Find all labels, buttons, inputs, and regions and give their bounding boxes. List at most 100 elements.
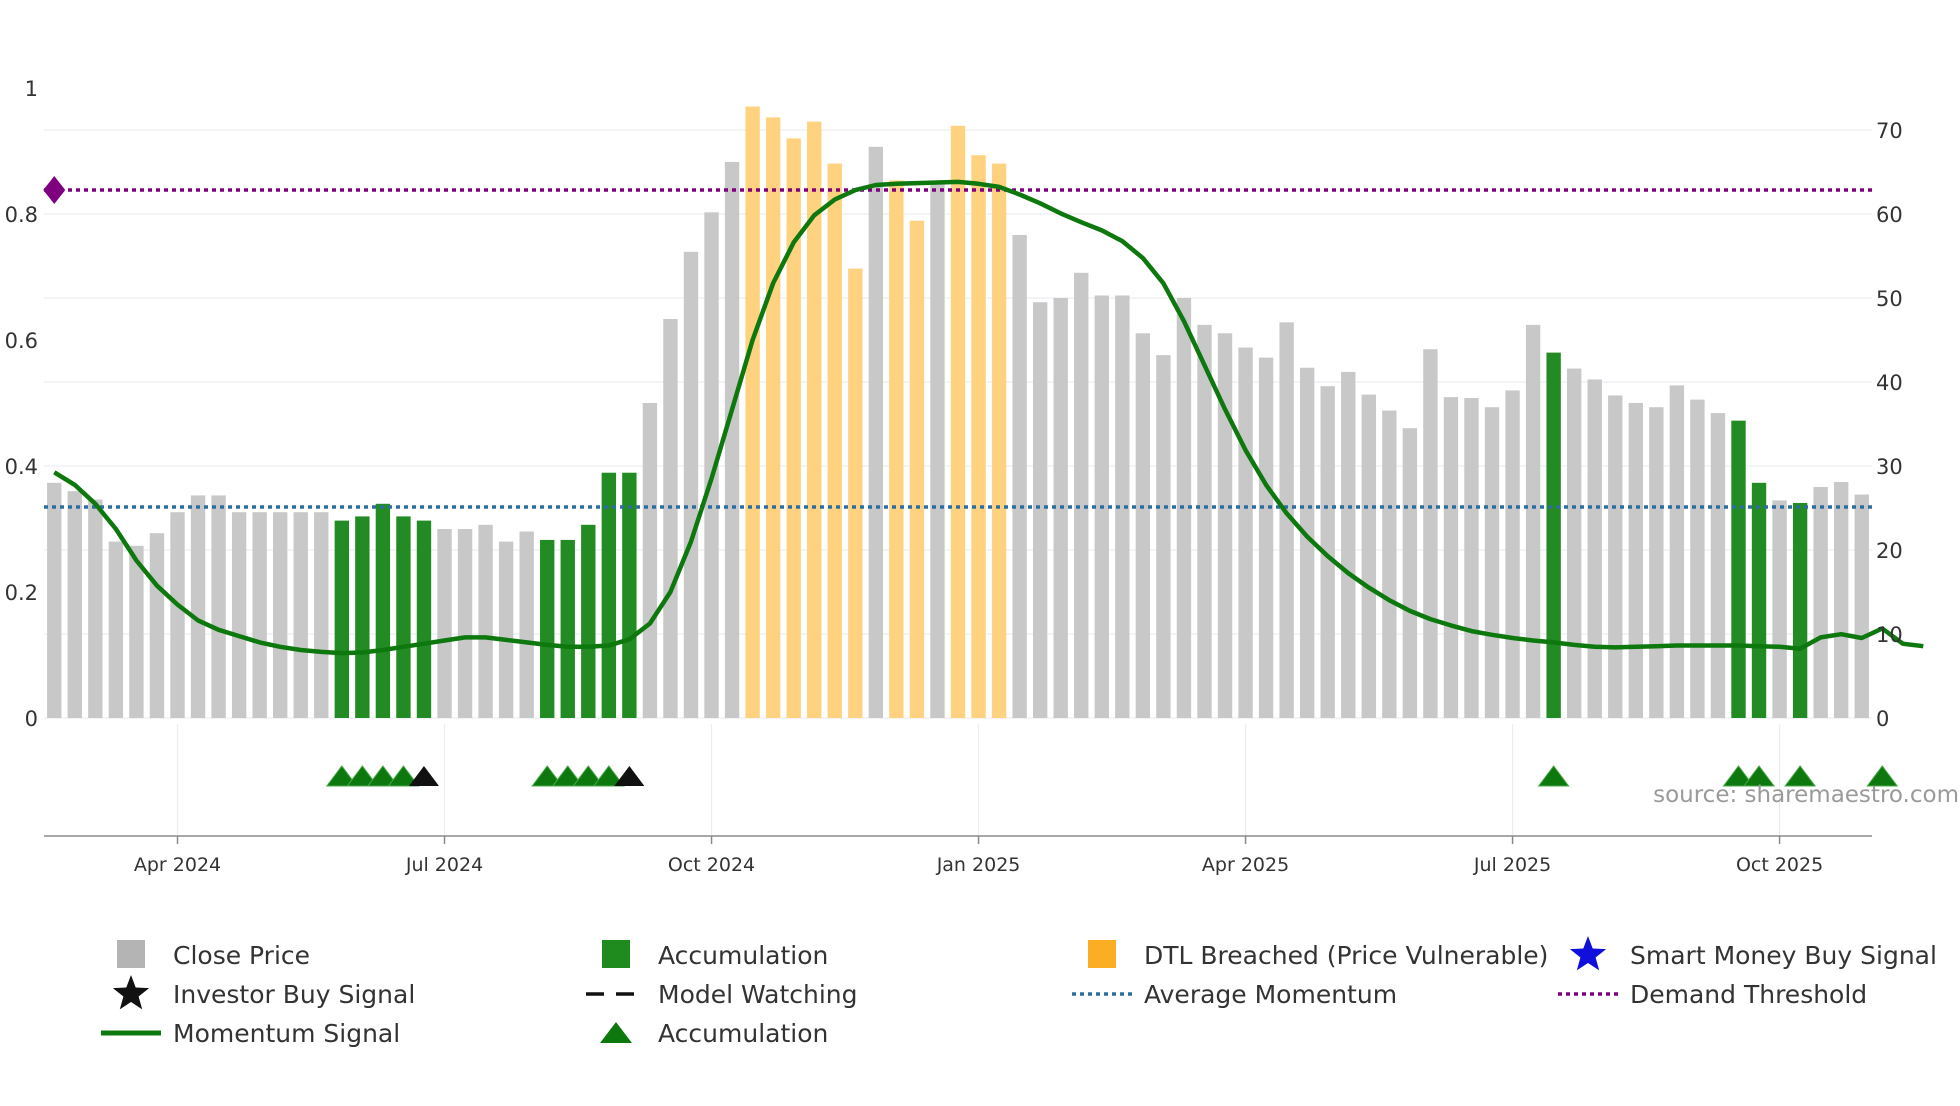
price-bar <box>540 539 555 718</box>
price-bar <box>1772 500 1787 718</box>
accumulation-marker <box>1784 765 1817 787</box>
price-bar <box>622 472 637 718</box>
price-bar <box>231 512 247 718</box>
price-bar <box>724 161 740 719</box>
accumulation-marker <box>531 765 564 787</box>
price-bar <box>1834 481 1849 718</box>
legend-label: Close Price <box>173 941 310 970</box>
left-tick-label: 0.2 <box>5 581 38 605</box>
price-bar <box>498 541 514 718</box>
price-bar <box>1012 235 1027 718</box>
x-tick-label: Oct 2025 <box>1736 854 1823 876</box>
left-tick-label: 1 <box>25 77 38 101</box>
legend-item: Momentum Signal <box>101 1019 400 1048</box>
price-bar <box>704 212 719 718</box>
price-bar <box>149 533 165 718</box>
legend-swatch <box>602 940 630 968</box>
investor-buy-star-icon <box>112 975 150 1010</box>
price-bar <box>1464 397 1479 718</box>
price-bar <box>827 163 842 719</box>
x-tick-label: Jan 2025 <box>936 854 1021 876</box>
smart-money-star-icon <box>1569 936 1607 971</box>
right-tick-label: 10 <box>1876 623 1903 647</box>
right-tick-label: 30 <box>1876 455 1903 479</box>
accumulation-marker <box>551 765 584 787</box>
price-bar <box>560 539 575 718</box>
x-tick-label: Apr 2025 <box>1202 854 1289 876</box>
price-bar <box>601 472 617 718</box>
accumulation-marker <box>366 765 399 787</box>
investor-buy-marker <box>614 766 645 786</box>
price-bar <box>1074 272 1089 718</box>
price-bar <box>437 529 452 718</box>
left-tick-label: 0 <box>25 707 38 731</box>
legend-label: Accumulation <box>658 1019 828 1048</box>
price-bar <box>1608 395 1623 718</box>
price-bar <box>1792 502 1808 718</box>
legend-label: Model Watching <box>658 980 858 1009</box>
price-bar <box>1710 413 1726 718</box>
legend-item: Smart Money Buy Signal <box>1569 936 1937 971</box>
accumulation-marker <box>1537 765 1570 787</box>
price-bar <box>909 220 925 718</box>
x-tick-label: Oct 2024 <box>668 854 755 876</box>
price-bar <box>1115 295 1130 718</box>
price-bar <box>1751 482 1767 718</box>
price-bar <box>1279 322 1294 718</box>
left-tick-label: 0.4 <box>5 455 38 479</box>
price-bar <box>416 520 432 718</box>
legend-item: Average Momentum <box>1072 980 1397 1009</box>
right-tick-label: 40 <box>1876 371 1903 395</box>
price-bar <box>991 163 1007 719</box>
price-bar <box>848 268 863 718</box>
x-tick-label: Jul 2024 <box>405 854 483 876</box>
legend-label: Investor Buy Signal <box>173 980 415 1009</box>
legend-swatch <box>1088 940 1116 968</box>
demand-threshold-marker <box>43 176 66 205</box>
legend-swatch <box>117 940 145 968</box>
right-tick-label: 20 <box>1876 539 1903 563</box>
price-bar <box>1587 379 1602 718</box>
price-bar <box>663 319 678 718</box>
price-bar <box>683 251 699 719</box>
legend-label: Average Momentum <box>1144 980 1397 1009</box>
price-bar <box>1197 324 1212 718</box>
marker-layer <box>325 765 1899 787</box>
legend-item: Accumulation <box>600 1019 828 1048</box>
price-bar <box>519 531 534 718</box>
price-bar <box>1525 324 1541 718</box>
price-bar <box>252 512 267 718</box>
price-bar <box>396 516 411 718</box>
legend-label: DTL Breached (Price Vulnerable) <box>1144 941 1548 970</box>
investor-buy-marker <box>408 766 439 786</box>
price-bar <box>314 512 329 718</box>
price-bar <box>211 495 226 718</box>
legend-item: Accumulation <box>602 940 828 970</box>
legend-item: Model Watching <box>586 980 858 1009</box>
price-bar <box>108 541 124 718</box>
legend-item: Close Price <box>117 940 310 970</box>
price-bar <box>868 146 884 719</box>
price-bar <box>930 184 945 719</box>
right-tick-label: 60 <box>1876 203 1903 227</box>
accumulation-marker <box>1722 765 1755 787</box>
price-bar <box>1238 347 1253 718</box>
price-bar <box>1649 407 1664 718</box>
price-bar <box>1813 487 1828 718</box>
price-bar <box>1669 385 1685 718</box>
price-bar <box>1546 352 1561 718</box>
price-bar <box>765 117 781 718</box>
price-bar <box>786 138 801 718</box>
accumulation-marker <box>346 765 379 787</box>
bars-layer <box>47 106 1869 719</box>
price-bar <box>273 512 288 718</box>
price-bar <box>1032 302 1048 718</box>
price-bar <box>581 524 596 718</box>
price-bar <box>1690 399 1705 718</box>
right-tick-label: 50 <box>1876 287 1903 311</box>
legend-label: Smart Money Buy Signal <box>1630 941 1937 970</box>
price-bar <box>334 520 350 718</box>
